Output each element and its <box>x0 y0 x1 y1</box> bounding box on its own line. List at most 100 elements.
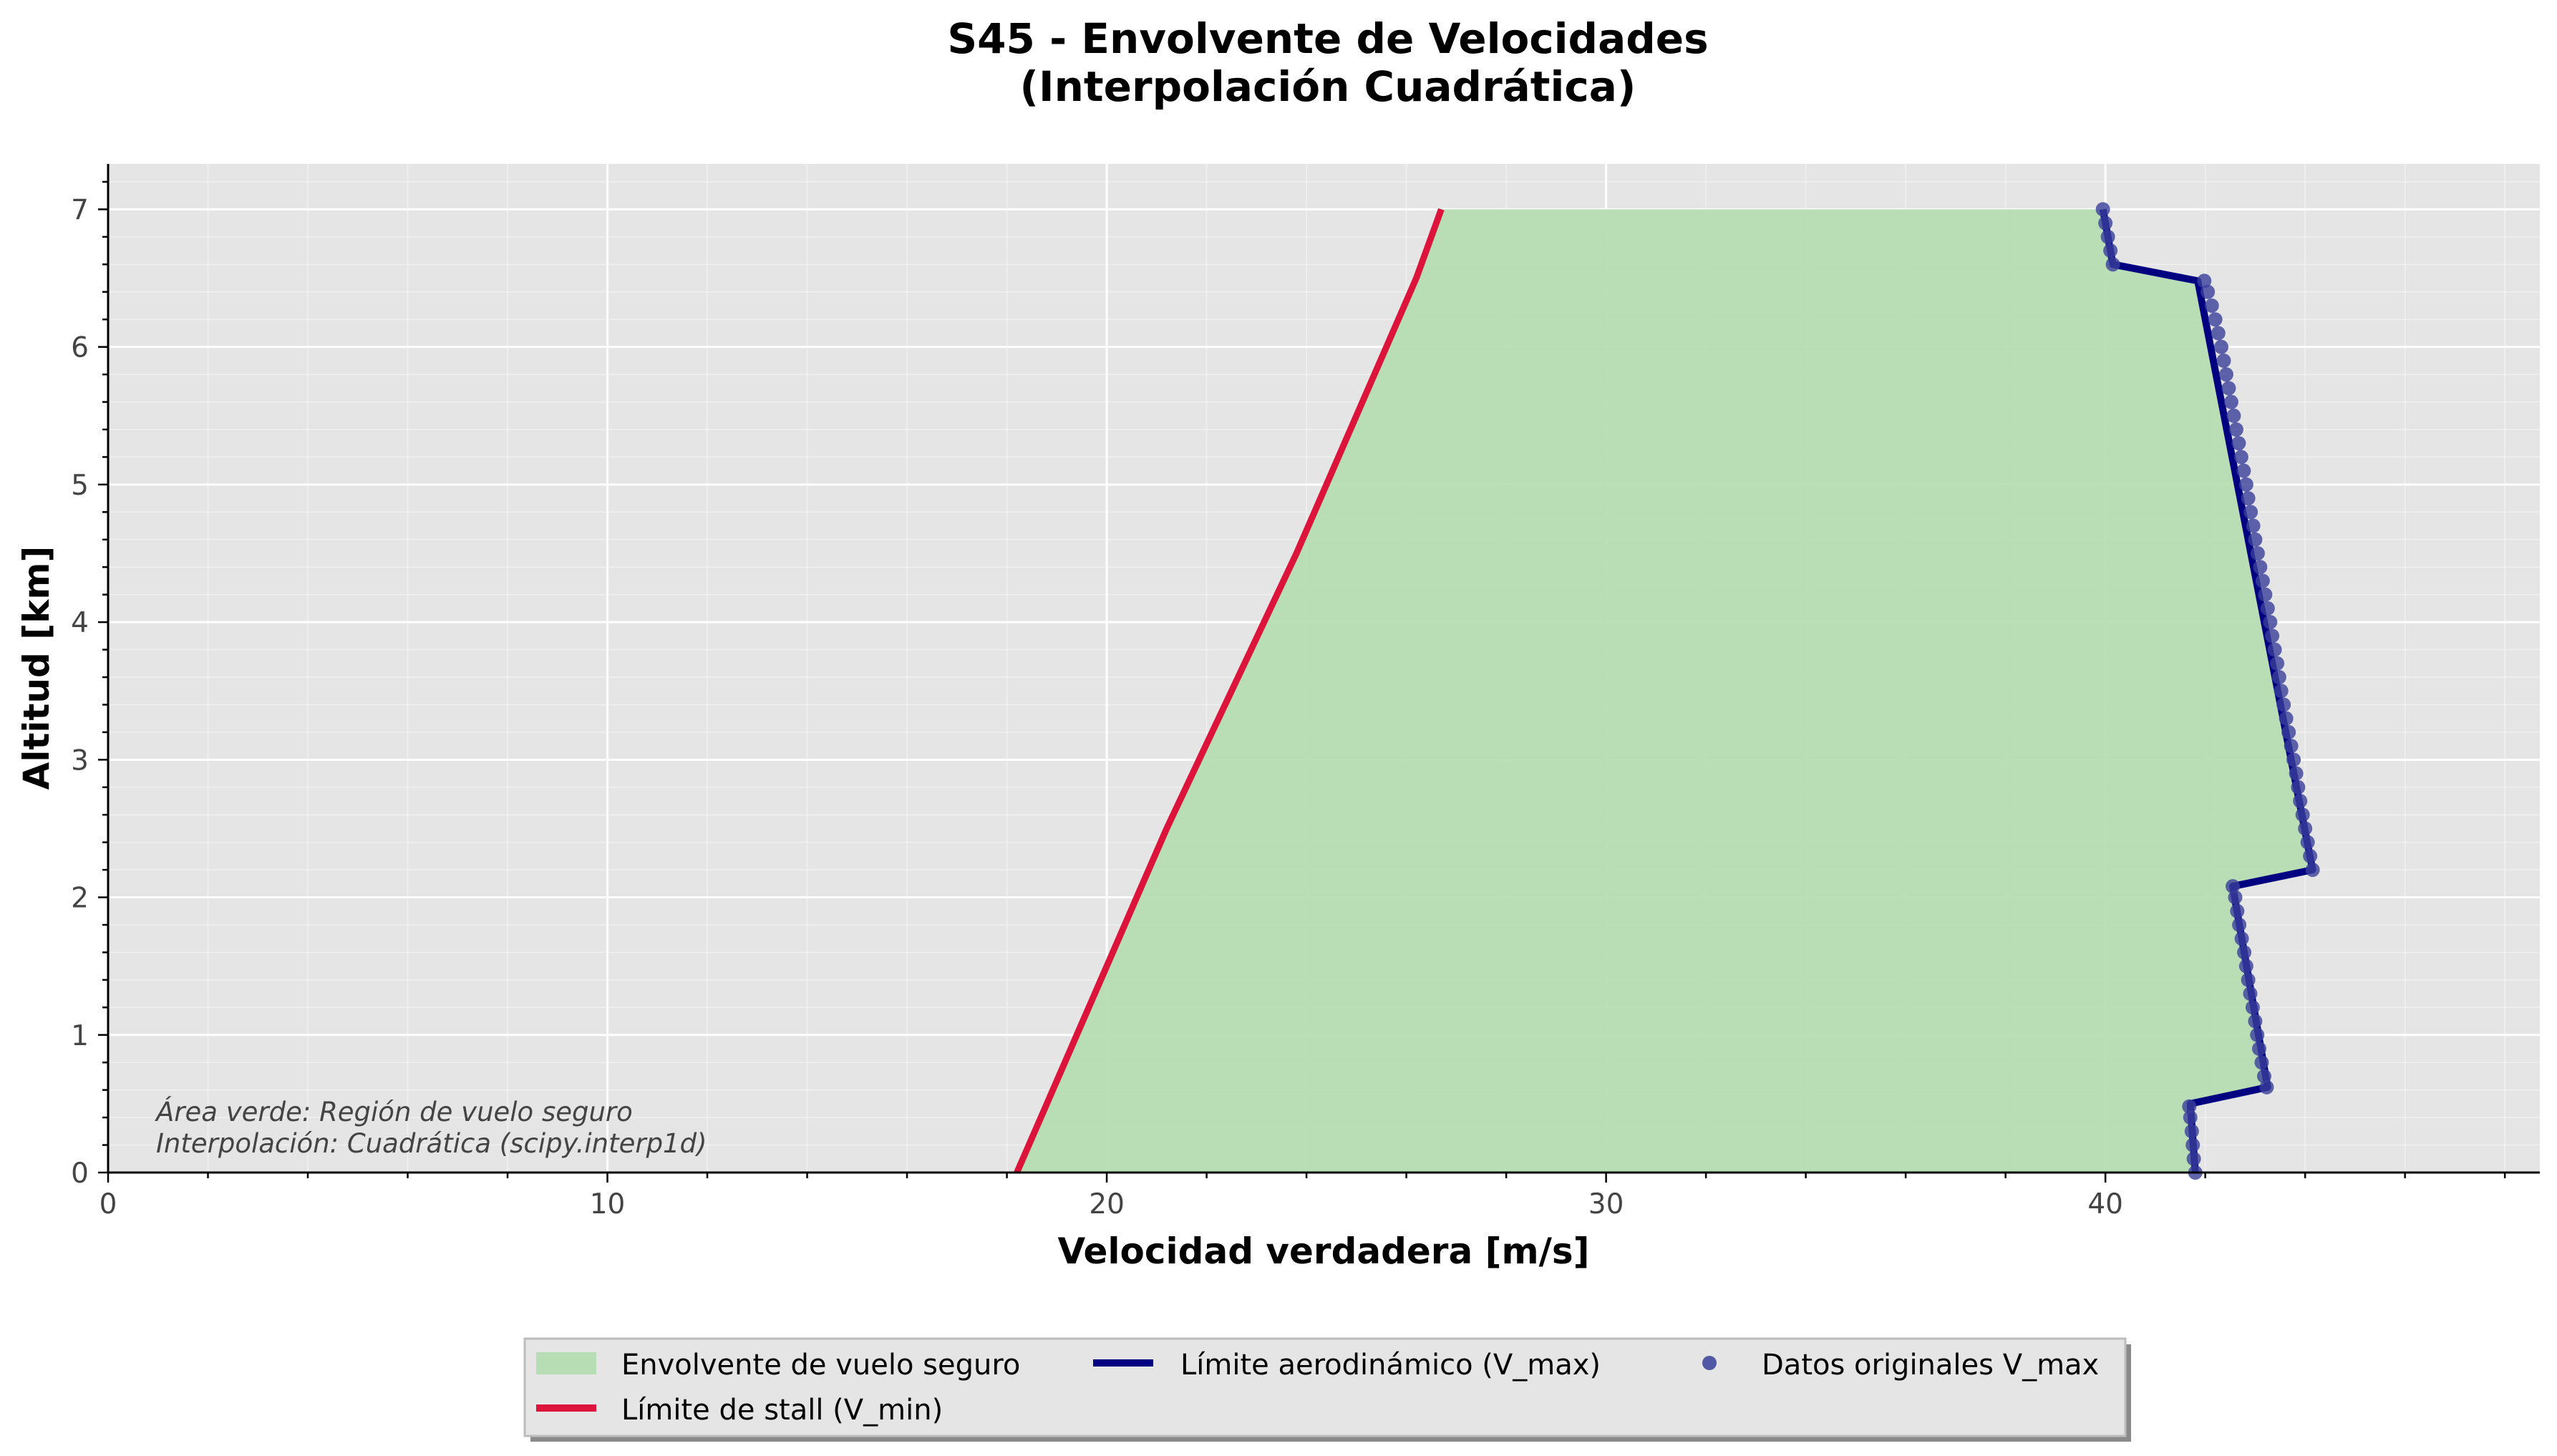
vmax-data-point <box>2258 587 2273 602</box>
legend-box <box>523 1337 2127 1437</box>
vmax-data-point <box>2226 879 2241 894</box>
vmax-data-point <box>2289 766 2304 781</box>
vmax-data-point <box>2279 711 2294 726</box>
chart-title-line-2: (Interpolación Cuadrática) <box>1020 62 1636 111</box>
vmax-data-point <box>2298 821 2313 836</box>
vmax-data-point <box>2259 1079 2274 1095</box>
y-tick-label: 3 <box>71 744 89 777</box>
vmax-data-point <box>2291 780 2306 795</box>
x-ticks: 0 10 20 30 40 <box>100 1173 2506 1220</box>
vmax-data-point <box>2248 1014 2263 1029</box>
annotation-safe-region: Área verde: Región de vuelo seguro <box>155 1096 633 1127</box>
vmax-data-point <box>2232 917 2247 932</box>
vmax-data-point <box>2250 1027 2265 1042</box>
vmax-data-point <box>2245 1000 2260 1015</box>
vmax-data-point <box>2236 463 2251 478</box>
vmax-data-point <box>2184 1124 2199 1139</box>
y-tick-label: 7 <box>71 194 89 226</box>
vmax-data-point <box>2265 628 2280 644</box>
stall-limit-line <box>1014 208 1445 1174</box>
y-axis-label: Altitud [km] <box>16 546 57 790</box>
annotation-interpolation: Interpolación: Cuadrática (scipy.interp1… <box>156 1128 707 1159</box>
vmax-data-point <box>2197 273 2212 288</box>
y-tick-label: 2 <box>71 883 89 915</box>
vmax-data-point <box>2250 545 2265 560</box>
vmax-data-point <box>2263 615 2278 630</box>
vmax-data-point <box>2300 835 2315 850</box>
vmax-data-point <box>2211 326 2226 341</box>
vmax-data-point <box>2221 381 2236 396</box>
vmax-data-points <box>2095 202 2320 1180</box>
y-tick-label: 5 <box>71 470 89 502</box>
vmax-data-point <box>2286 752 2301 767</box>
vmax-data-point <box>2295 807 2310 822</box>
x-tick-label: 40 <box>2087 1188 2123 1220</box>
axes-frame <box>107 164 2540 1174</box>
vmax-data-point <box>2231 436 2246 451</box>
x-tick-label: 20 <box>1089 1188 1125 1220</box>
vmax-data-point <box>2243 505 2258 520</box>
aero-limit-line <box>2099 208 2316 1173</box>
vmax-data-point <box>2276 697 2291 712</box>
safe-envelope-area <box>1017 209 2313 1173</box>
vmax-data-point <box>2185 1137 2201 1152</box>
vmax-data-point <box>2303 848 2318 863</box>
vmax-data-point <box>2228 422 2243 437</box>
y-tick-label: 4 <box>71 607 89 639</box>
vmax-data-point <box>2271 669 2286 684</box>
vmax-data-point <box>2226 408 2241 423</box>
legend-swatch-data-points <box>1702 1356 1717 1370</box>
vmax-data-point <box>2218 367 2233 382</box>
legend-label-data-points: Datos originales V_max <box>1762 1349 2099 1382</box>
x-tick-label: 10 <box>590 1188 626 1220</box>
vmax-data-point <box>2182 1099 2197 1114</box>
vmax-data-point <box>2237 945 2252 960</box>
x-axis-label: Velocidad verdadera [m/s] <box>1058 1231 1590 1272</box>
vmax-data-point <box>2284 739 2299 754</box>
vmax-data-point <box>2105 257 2120 272</box>
vmax-data-point <box>2248 532 2263 547</box>
vmax-data-point <box>2243 986 2258 1001</box>
legend-label-envelope: Envolvente de vuelo seguro <box>621 1349 1020 1382</box>
vmax-data-point <box>2098 215 2113 230</box>
vmax-data-point <box>2293 793 2308 808</box>
vmax-data-point <box>2281 724 2296 739</box>
vmax-data-point <box>2103 243 2118 258</box>
vmax-data-point <box>2238 958 2253 974</box>
vmax-data-point <box>2251 1041 2266 1056</box>
vmax-data-point <box>2254 1055 2269 1070</box>
y-tick-label: 6 <box>71 332 89 364</box>
vmax-data-point <box>2274 684 2289 699</box>
vmax-data-point <box>2216 353 2231 368</box>
chart-title-line-1: S45 - Envolvente de Velocidades <box>947 14 1708 63</box>
y-tick-label: 0 <box>71 1157 89 1190</box>
vmax-data-point <box>2228 890 2243 905</box>
legend-swatch-envelope <box>536 1352 596 1374</box>
legend-label-vmax: Límite aerodinámico (V_max) <box>1180 1349 1601 1382</box>
x-tick-label: 0 <box>100 1188 117 1220</box>
vmax-data-point <box>2246 518 2261 533</box>
vmax-data-point <box>2183 1110 2198 1125</box>
vmax-data-point <box>2204 298 2219 313</box>
vmax-data-point <box>2100 229 2115 244</box>
vmax-data-point <box>2223 394 2238 409</box>
vmax-data-point <box>2238 477 2253 492</box>
legend: Envolvente de vuelo seguro Límite aerodi… <box>523 1337 2131 1442</box>
vmax-data-point <box>2201 284 2216 299</box>
vmax-data-point <box>2234 931 2249 946</box>
vmax-data-point <box>2241 972 2256 987</box>
vmax-data-point <box>2230 903 2245 918</box>
y-tick-label: 1 <box>71 1020 89 1052</box>
x-tick-label: 30 <box>1588 1188 1624 1220</box>
vmax-data-point <box>2260 601 2275 616</box>
vmax-data-point <box>2208 312 2223 327</box>
vmax-data-point <box>2186 1151 2201 1166</box>
y-ticks: 0 1 2 3 4 5 6 7 <box>71 180 108 1190</box>
vmax-data-point <box>2241 491 2256 506</box>
vmax-data-point <box>2095 202 2110 217</box>
vmax-data-point <box>2213 339 2228 354</box>
vmax-data-point <box>2233 450 2248 465</box>
vmax-data-point <box>2267 642 2282 657</box>
vmax-data-point <box>2253 560 2268 575</box>
